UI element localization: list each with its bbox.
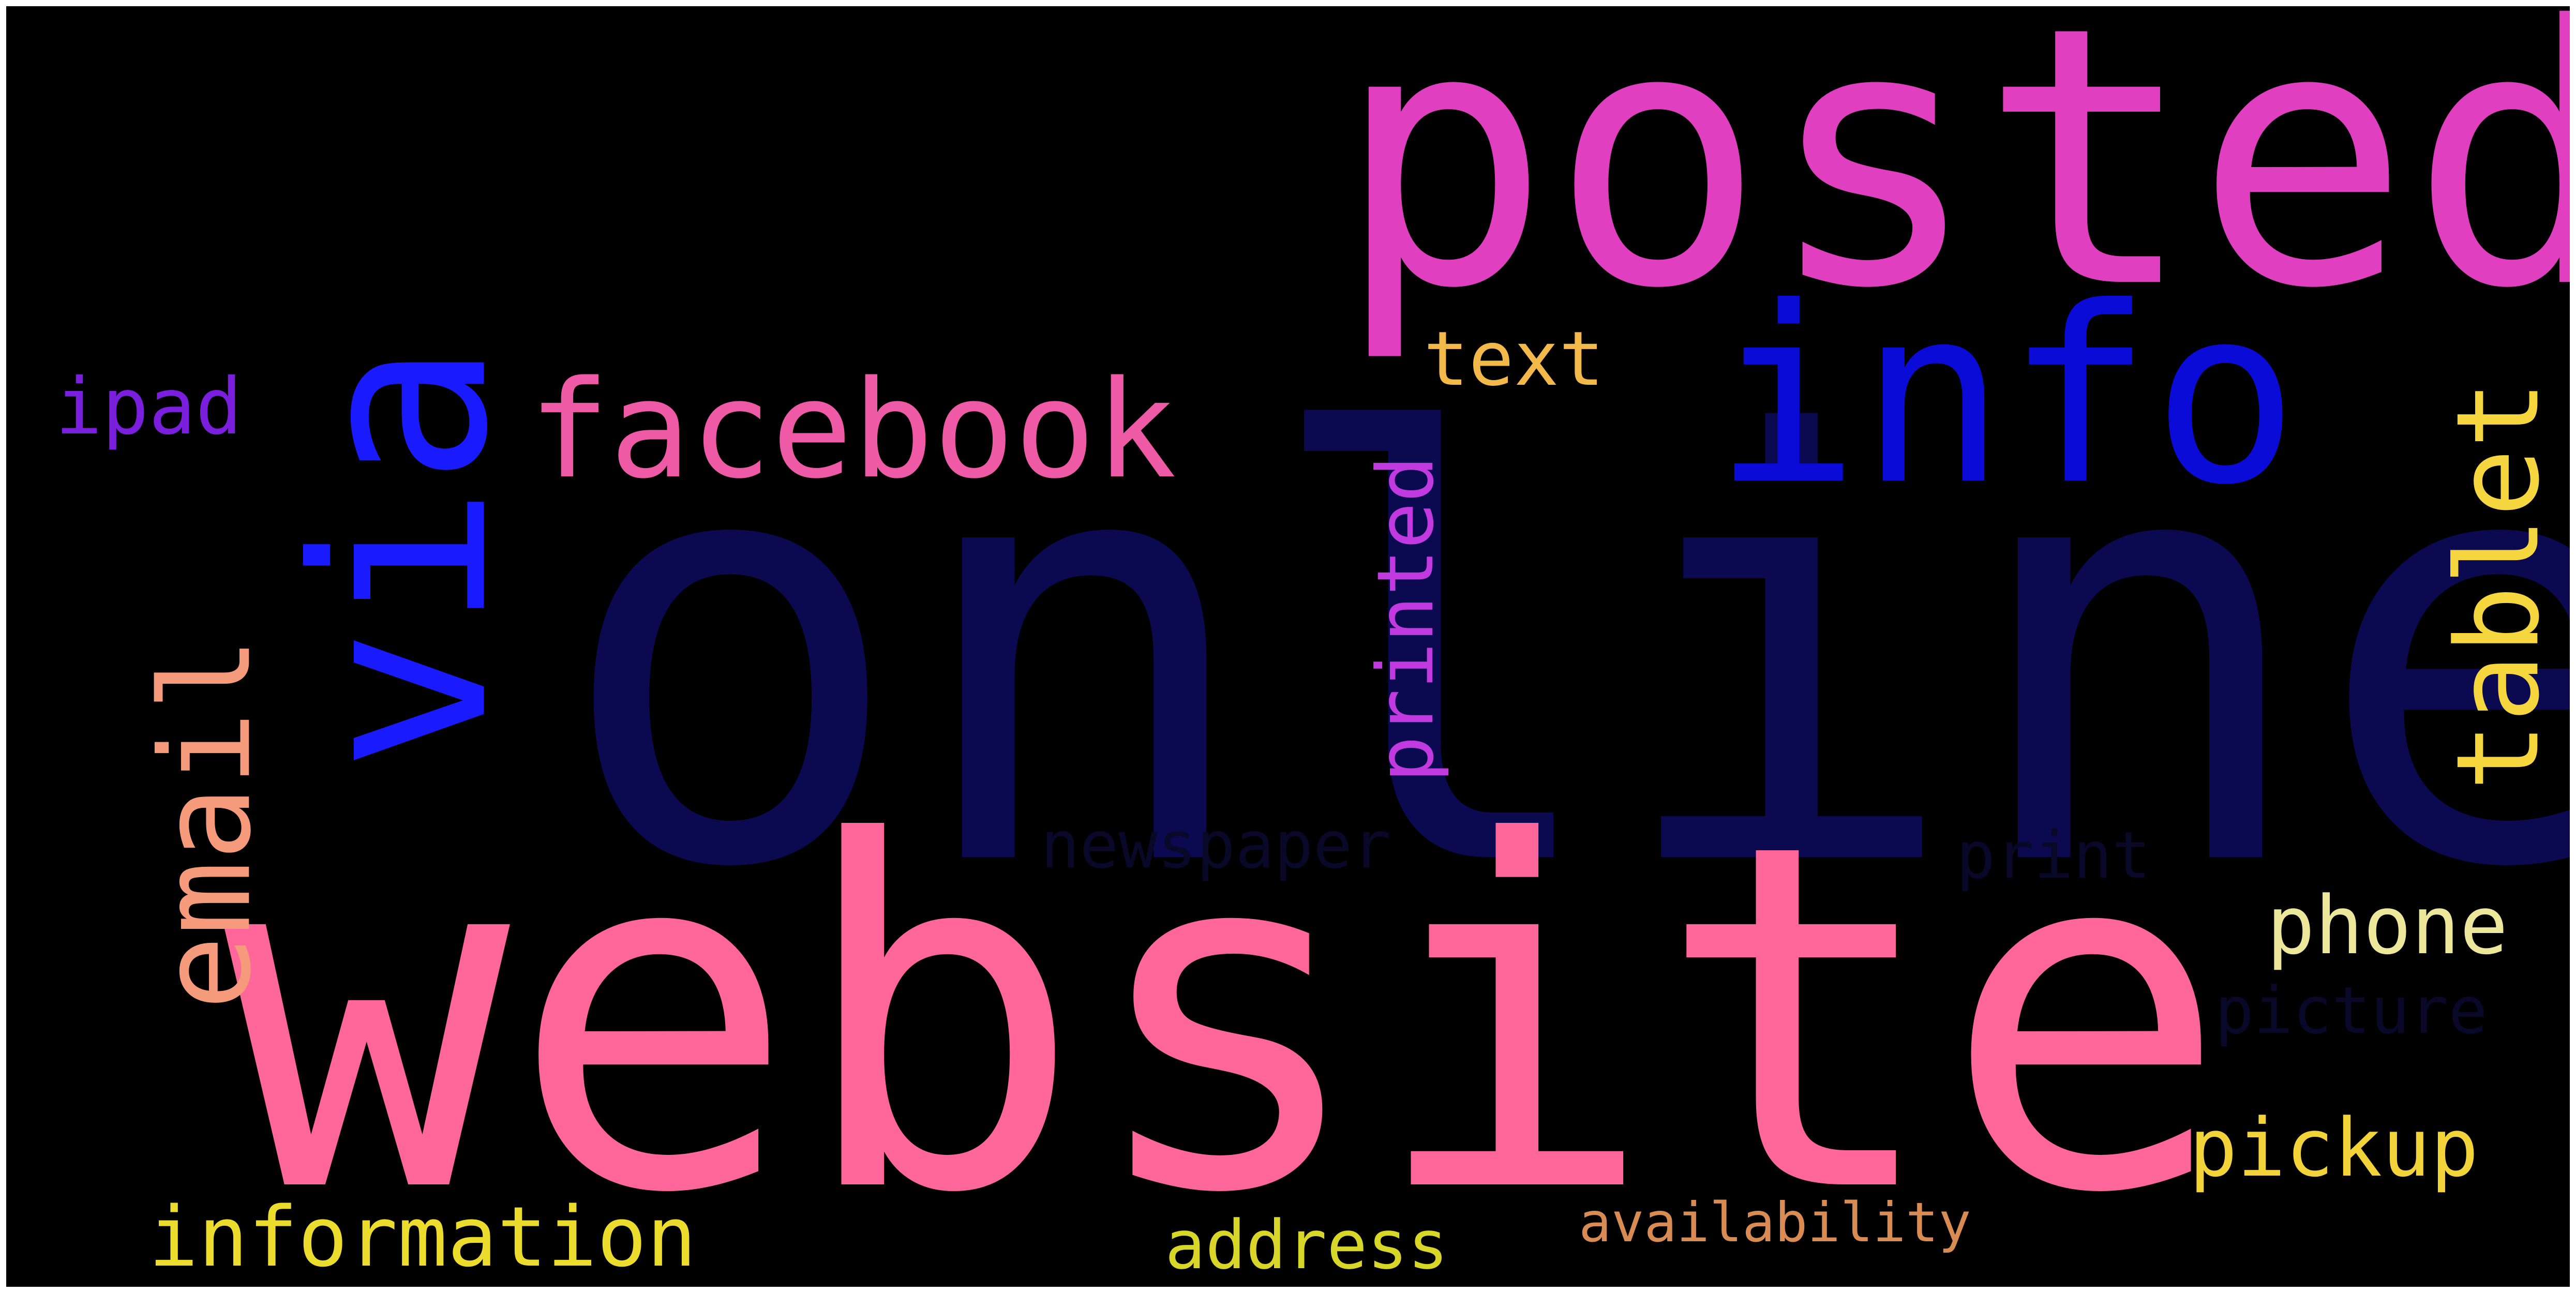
word-address: address — [1165, 1206, 1448, 1284]
word-text: text — [1424, 315, 1605, 403]
word-information: information — [148, 1189, 697, 1285]
word-phone: phone — [2267, 879, 2508, 972]
word-picture: picture — [2215, 973, 2488, 1048]
word-online: online — [555, 315, 2570, 995]
word-via: via — [263, 342, 541, 772]
word-website: website — [223, 743, 2229, 1287]
word-posted: posted — [1336, 6, 2570, 366]
word-ipad: ipad — [55, 362, 243, 452]
word-newspaper: newspaper — [1041, 808, 1391, 883]
word-email: email — [133, 636, 279, 1011]
word-printed: printed — [1361, 455, 1451, 783]
word-tablet: tablet — [2432, 380, 2565, 791]
word-cloud: online website posted via info facebook … — [6, 6, 2570, 1287]
word-info: info — [1713, 255, 2299, 538]
word-print: print — [1956, 818, 2151, 893]
word-pickup: pickup — [2189, 1101, 2479, 1195]
word-availability: availability — [1579, 1191, 1971, 1254]
word-facebook: facebook — [529, 352, 1177, 508]
